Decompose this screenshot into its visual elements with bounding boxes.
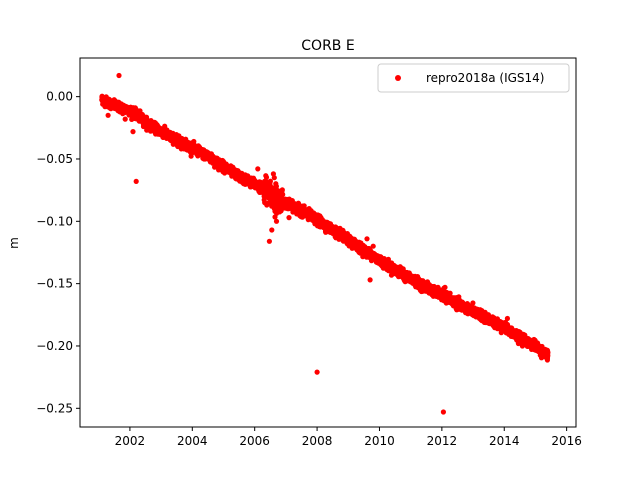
data-point: [447, 290, 453, 296]
data-point: [191, 138, 197, 145]
data-point: [280, 191, 286, 198]
data-point: [470, 300, 476, 306]
data-point: [267, 178, 273, 184]
data-point: [279, 187, 285, 193]
chart-title: CORB E: [301, 38, 354, 54]
data-point: [162, 123, 168, 129]
data-point: [263, 174, 270, 180]
y-axis-label: m: [7, 237, 21, 249]
data-points: [99, 72, 551, 415]
